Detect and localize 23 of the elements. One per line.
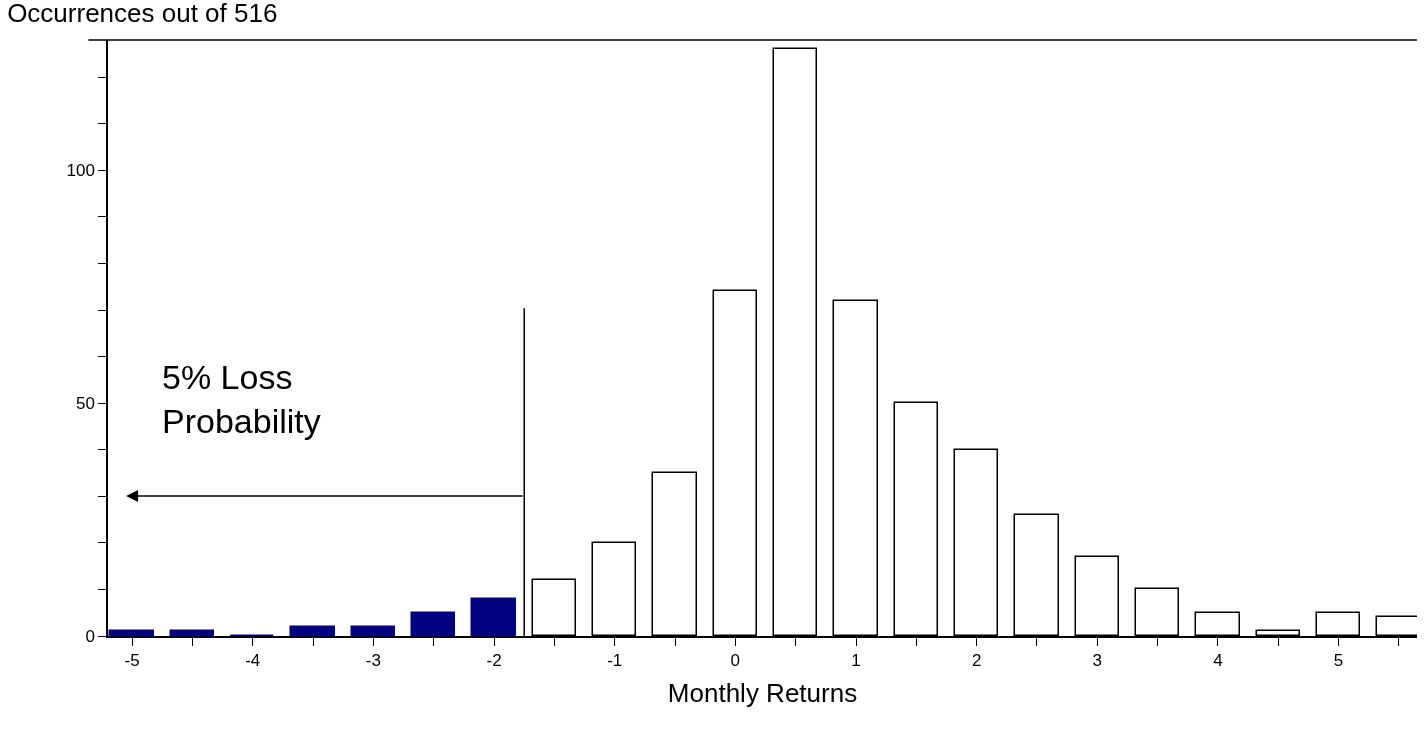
bar [108,629,154,636]
y-tick-label: 50 [75,394,95,414]
bar [289,625,335,636]
x-tick-label: 4 [1213,651,1223,671]
x-tick-label: -1 [607,651,623,671]
x-tick-label: -3 [365,651,381,671]
annotation: 5% Loss Probability [162,358,321,441]
x-tick-label: 0 [730,651,741,671]
x-tick-label: 5 [1333,651,1344,671]
x-tick-label: 2 [971,651,982,671]
bar [470,597,516,636]
bar [410,611,455,636]
x-tick-label: -2 [486,651,502,671]
x-tick-label: -4 [245,651,261,671]
bar [169,629,214,636]
bar [350,625,395,636]
x-tick-label: -5 [124,651,140,671]
chart-title: Occurrences out of 516 [7,0,278,28]
x-tick-label: 3 [1092,651,1103,671]
y-tick-label: 100 [66,161,95,181]
x-tick-label: 1 [851,651,861,671]
x-axis-title: Monthly Returns [667,678,858,709]
y-tick-label: 0 [85,626,95,646]
